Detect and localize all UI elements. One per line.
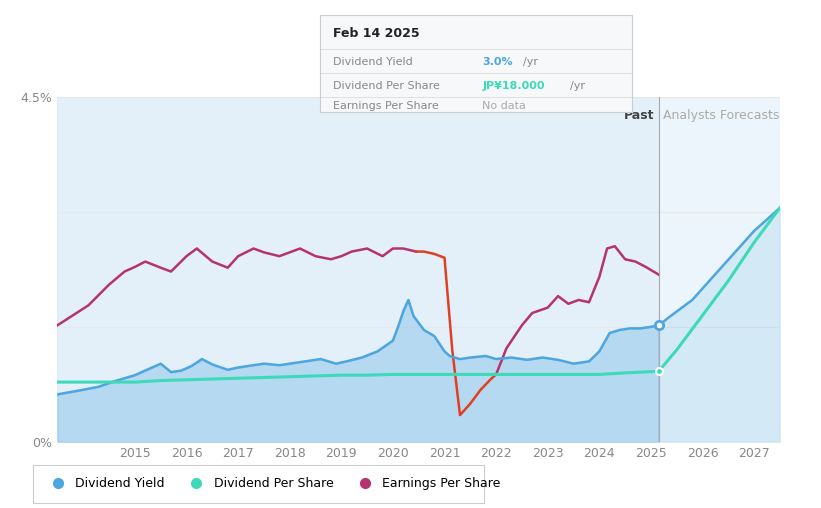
- Text: /yr: /yr: [570, 81, 585, 91]
- Bar: [57, 97, 658, 442]
- Text: Past: Past: [624, 109, 654, 121]
- Bar: [658, 97, 780, 442]
- Text: Dividend Yield: Dividend Yield: [333, 56, 412, 67]
- Text: Earnings Per Share: Earnings Per Share: [333, 101, 438, 111]
- Text: 3.0%: 3.0%: [483, 56, 513, 67]
- Text: /yr: /yr: [523, 56, 538, 67]
- Text: Feb 14 2025: Feb 14 2025: [333, 27, 420, 40]
- Text: Dividend Per Share: Dividend Per Share: [333, 81, 439, 91]
- Text: No data: No data: [483, 101, 526, 111]
- Legend: Dividend Yield, Dividend Per Share, Earnings Per Share: Dividend Yield, Dividend Per Share, Earn…: [39, 471, 507, 497]
- Text: Analysts Forecasts: Analysts Forecasts: [663, 109, 779, 121]
- Text: JP¥18.000: JP¥18.000: [483, 81, 545, 91]
